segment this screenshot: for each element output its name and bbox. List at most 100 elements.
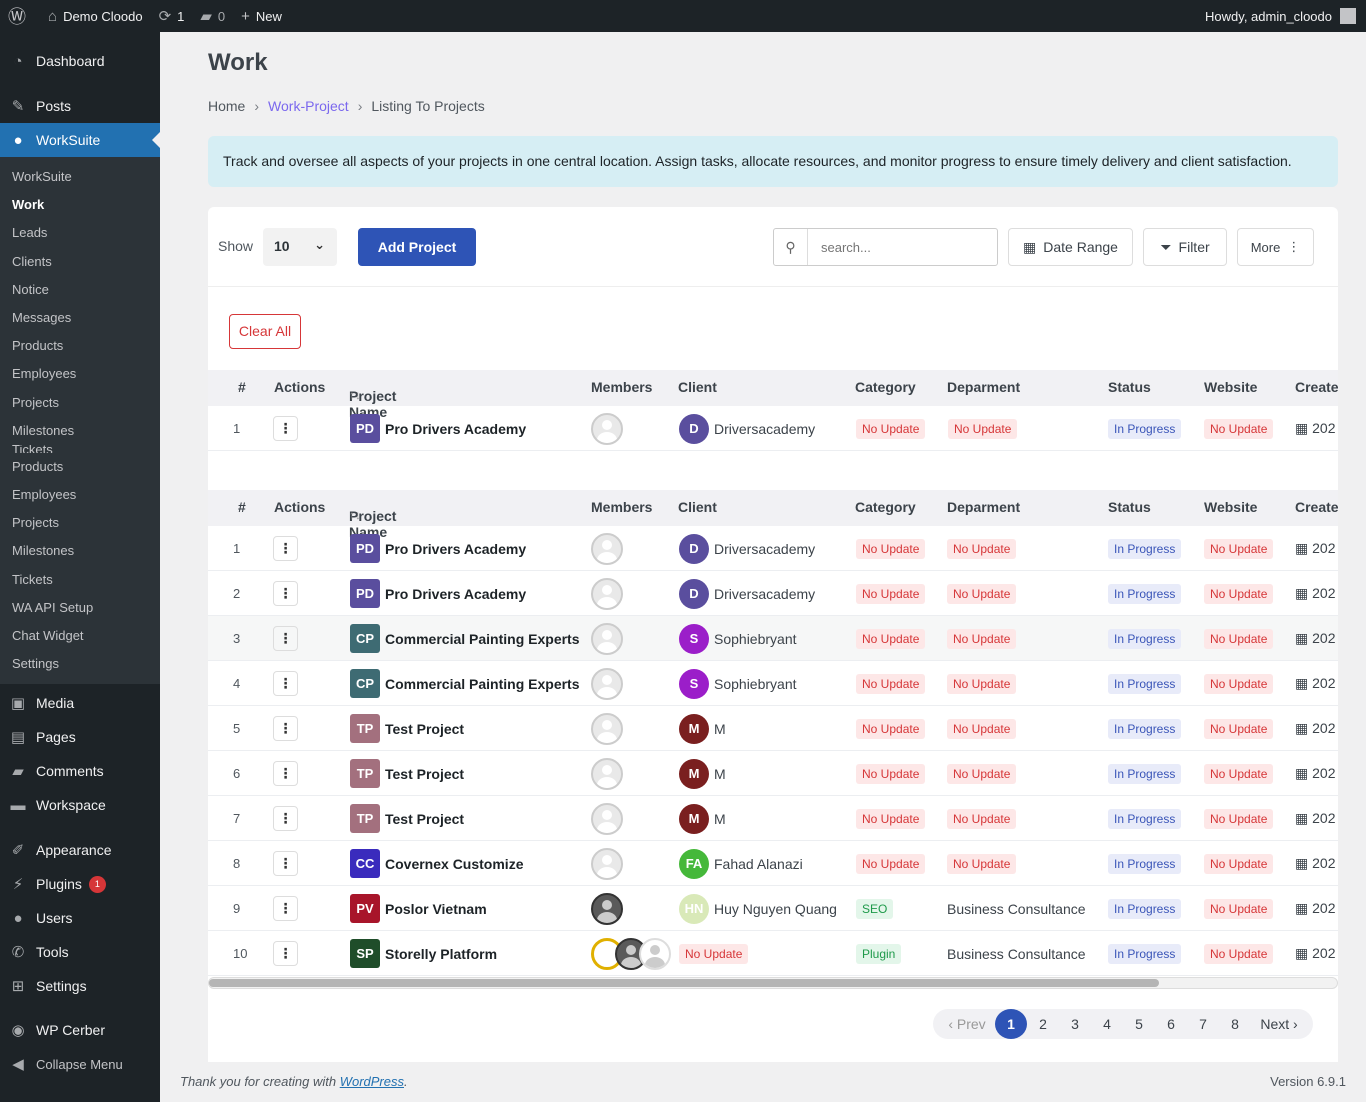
calendar-icon: ▦ [1295,810,1309,826]
project-name[interactable]: Covernex Customize [385,855,524,872]
add-project-button[interactable]: Add Project [358,228,476,266]
site-name-link[interactable]: ⌂ Demo Cloodo [40,0,151,32]
menu-users[interactable]: ● Users [0,901,160,935]
menu-comments[interactable]: ▰ Comments [0,754,160,788]
search-input[interactable] [808,229,997,265]
submenu-projects-2[interactable]: Projects [12,515,59,531]
project-name[interactable]: Pro Drivers Academy [385,420,527,437]
page-button-7[interactable]: 7 [1199,1016,1207,1032]
table-row[interactable]: 7 ⋮ TP Test Project M M No Update No Update In P… [208,796,1338,841]
page-button-5[interactable]: 5 [1135,1016,1143,1032]
page-button-4[interactable]: 4 [1103,1016,1111,1032]
clear-all-button[interactable]: Clear All [229,314,301,349]
submenu-tickets[interactable]: Tickets [12,444,53,453]
project-name[interactable]: Pro Drivers Academy [385,540,527,557]
breadcrumb-home[interactable]: Home [208,98,246,114]
table-row[interactable]: 4 ⋮ CP Commercial Painting Experts S Sophiebr… [208,661,1338,706]
row-actions-button[interactable]: ⋮ [273,416,298,441]
menu-media[interactable]: ▣ Media [0,686,160,720]
project-name[interactable]: Commercial Painting Experts [385,675,580,692]
submenu-settings[interactable]: Settings [12,656,59,672]
submenu-milestones-2[interactable]: Milestones [12,543,75,559]
row-actions-button[interactable]: ⋮ [273,896,298,921]
menu-tools[interactable]: ✆ Tools [0,935,160,969]
row-actions-button[interactable]: ⋮ [273,671,298,696]
menu-dashboard[interactable]: ◔ Dashboard [0,44,160,78]
menu-label: Collapse Menu [36,1056,123,1072]
row-actions-button[interactable]: ⋮ [273,851,298,876]
new-content-link[interactable]: + New [233,0,290,32]
submenu-projects[interactable]: Projects [12,394,59,410]
table-row[interactable]: 8 ⋮ CC Covernex Customize FA Fahad Alanazi No … [208,841,1338,886]
submenu-clients[interactable]: Clients [12,253,52,269]
updates-link[interactable]: ⟳ 1 [151,0,193,32]
menu-worksuite[interactable]: ● WorkSuite [0,123,160,157]
row-actions-button[interactable]: ⋮ [273,626,298,651]
comments-link[interactable]: ▰ 0 [192,0,233,32]
project-name[interactable]: Test Project [385,765,465,782]
submenu-wa-api-setup[interactable]: WA API Setup [12,599,94,615]
submenu-products-2[interactable]: Products [12,458,64,474]
menu-posts[interactable]: ✎ Posts [0,89,160,123]
table-row[interactable]: 3 ⋮ CP Commercial Painting Experts S Sophiebr… [208,616,1338,661]
wordpress-logo-button[interactable]: Ⓦ [0,0,40,32]
menu-appearance[interactable]: ✐ Appearance [0,833,160,867]
menu-plugins[interactable]: ⚡ Plugins 1 [0,867,160,901]
more-button[interactable]: More ⋮ [1237,228,1314,266]
status-badge: In Progress [1108,763,1182,784]
project-name[interactable]: Pro Drivers Academy [385,585,527,602]
wordpress-link[interactable]: WordPress [339,1074,404,1089]
row-actions-button[interactable]: ⋮ [273,806,298,831]
date-range-button[interactable]: ▦ Date Range [1008,228,1133,266]
submenu-tickets-2[interactable]: Tickets [12,571,53,587]
page-button-1[interactable]: 1 [995,1009,1027,1039]
menu-settings[interactable]: ⊞ Settings [0,969,160,1003]
table-row[interactable]: 9 ⋮ PV Poslor Vietnam HN Huy Nguyen Quang SEO B… [208,886,1338,931]
prev-page-button[interactable]: ‹ Prev [948,1016,986,1032]
client-avatar: D [679,413,709,444]
next-page-button[interactable]: Next › [1260,1016,1298,1032]
collapse-menu-button[interactable]: ◀ Collapse Menu [0,1047,160,1081]
menu-wp-cerber[interactable]: ◉ WP Cerber [0,1013,160,1047]
page-button-6[interactable]: 6 [1167,1016,1175,1032]
project-name[interactable]: Test Project [385,810,465,827]
row-actions-button[interactable]: ⋮ [273,941,298,966]
project-name[interactable]: Poslor Vietnam [385,900,487,917]
row-actions-button[interactable]: ⋮ [273,716,298,741]
page-button-3[interactable]: 3 [1071,1016,1079,1032]
table-row[interactable]: 1 ⋮ PD Pro Drivers Academy D Driversacadem… [208,406,1338,451]
table-row[interactable]: 10 ⋮ SP Storelly Platform No Update Plugin Bus… [208,931,1338,976]
client-name: Sophiebryant [714,675,797,692]
page-size-select[interactable]: 10 ⌄ [263,228,337,266]
row-actions-button[interactable]: ⋮ [273,581,298,606]
menu-pages[interactable]: ▤ Pages [0,720,160,754]
row-actions-button[interactable]: ⋮ [273,536,298,561]
project-name[interactable]: Storelly Platform [385,945,498,962]
breadcrumb-section[interactable]: Work-Project [268,98,349,114]
table-row[interactable]: 6 ⋮ TP Test Project M M No Update No Update In P… [208,751,1338,796]
row-actions-button[interactable]: ⋮ [273,761,298,786]
submenu-worksuite[interactable]: WorkSuite [12,169,72,184]
submenu-leads[interactable]: Leads [12,225,48,241]
submenu-work[interactable]: Work [12,197,45,213]
submenu-notice[interactable]: Notice [12,281,49,297]
submenu-chat-widget[interactable]: Chat Widget [12,628,84,643]
submenu-milestones[interactable]: Milestones [12,422,75,438]
table-row[interactable]: 1 ⋮ PD Pro Drivers Academy D Driversacademy No… [208,526,1338,571]
page-button-8[interactable]: 8 [1231,1016,1239,1032]
table-row[interactable]: 5 ⋮ TP Test Project M M No Update No Update In P… [208,706,1338,751]
project-name[interactable]: Commercial Painting Experts [385,630,580,647]
created-value: 202 [1312,675,1336,691]
submenu-messages[interactable]: Messages [12,309,72,325]
submenu-employees[interactable]: Employees [12,366,77,382]
menu-workspace[interactable]: ▬ Workspace [0,788,160,822]
page-button-2[interactable]: 2 [1039,1016,1047,1032]
project-name[interactable]: Test Project [385,720,465,737]
horizontal-scrollbar[interactable] [208,977,1338,989]
filter-button[interactable]: ⏷ Filter [1143,228,1227,266]
submenu-employees-2[interactable]: Employees [12,487,77,503]
submenu-products[interactable]: Products [12,338,64,354]
scrollbar-thumb[interactable] [209,979,1159,987]
table-row[interactable]: 2 ⋮ PD Pro Drivers Academy D Driversacademy No… [208,571,1338,616]
my-account-link[interactable]: Howdy, admin_cloodo [1197,0,1366,32]
